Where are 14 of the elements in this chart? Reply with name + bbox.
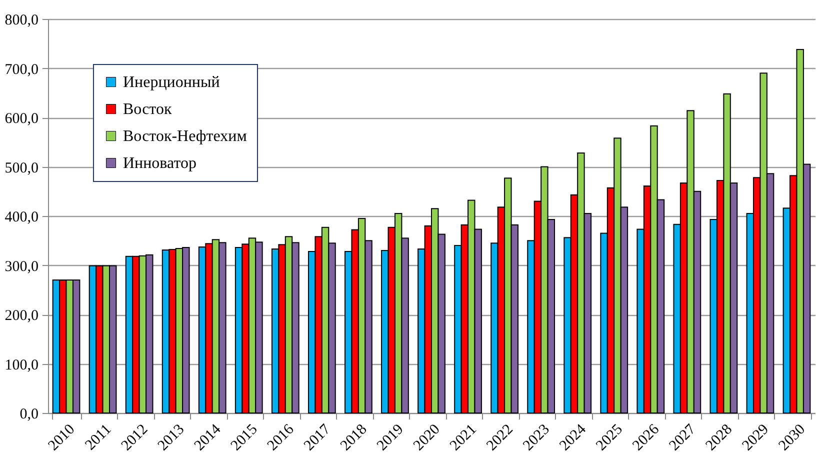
y-tick-label: 400,0 xyxy=(4,210,38,226)
y-tick-label: 500,0 xyxy=(4,160,38,176)
legend-label: Восток-Нефтехим xyxy=(123,128,247,145)
legend-label: Инерционный xyxy=(123,74,220,91)
legend-label: Восток xyxy=(123,101,172,118)
y-tick-label: 0,0 xyxy=(20,406,38,422)
y-tick-label: 300,0 xyxy=(4,258,38,275)
y-tick-label: 600,0 xyxy=(4,111,38,127)
y-tick-label: 200,0 xyxy=(4,308,38,324)
y-tick-label: 700,0 xyxy=(4,62,38,78)
y-tick-label: 100,0 xyxy=(4,357,38,374)
y-tick-label: 800,0 xyxy=(4,12,38,28)
legend-label: Инноватор xyxy=(123,155,196,172)
x-tick-label: 2011 xyxy=(82,422,115,454)
